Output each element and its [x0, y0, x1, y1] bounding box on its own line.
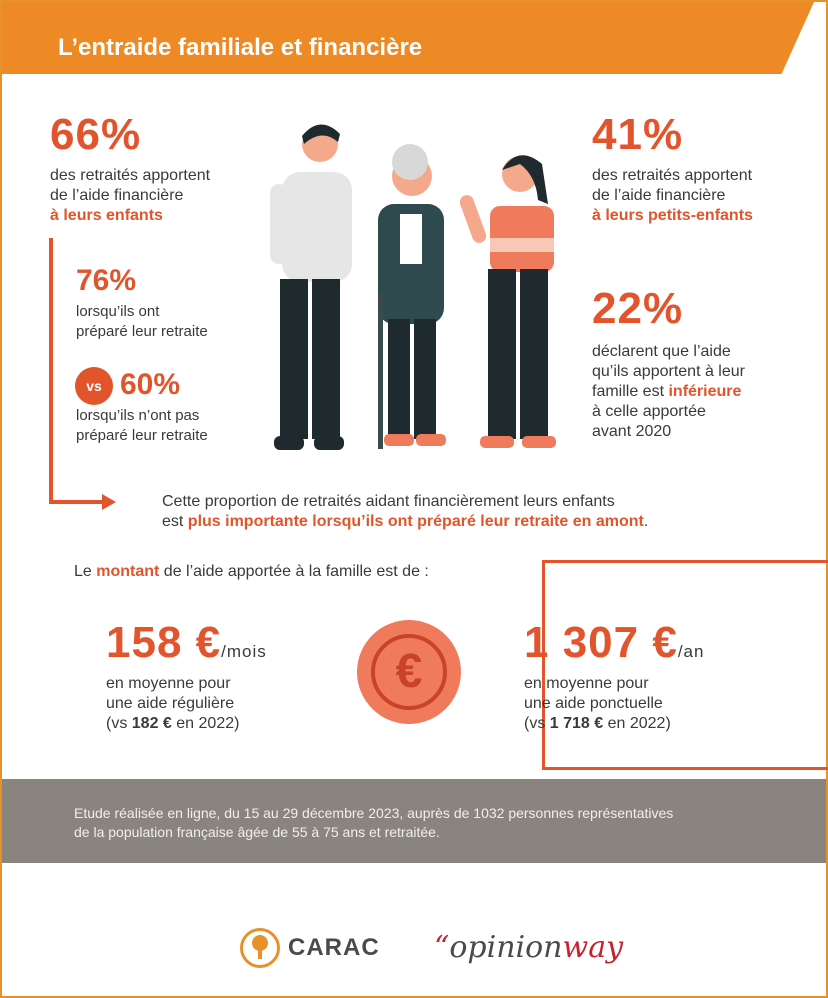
text-part: est	[162, 513, 188, 530]
previous-yearly-value: 1 718 €	[549, 715, 604, 732]
stat-unprepared-text: lorsqu’ils n’ont pas préparé leur retrai…	[76, 406, 208, 446]
tree-icon	[252, 935, 268, 959]
header-banner	[2, 2, 814, 74]
stat-prepared-text: lorsqu’ils ont préparé leur retraite	[76, 302, 208, 342]
text-line: en moyenne pour	[524, 675, 649, 692]
text-part: de l’aide apportée à la famille est de :	[159, 563, 429, 580]
yearly-value: 1 307 €	[524, 618, 678, 667]
amount-intro: Le montant de l’aide apportée à la famil…	[74, 562, 429, 582]
page-title: L’entraide familiale et financière	[58, 34, 423, 61]
text-part: (vs	[106, 715, 132, 732]
family-illustration	[270, 124, 556, 450]
arrow-right-icon	[102, 494, 116, 510]
text-part: .	[643, 513, 649, 530]
text-line: une aide ponctuelle	[524, 695, 663, 712]
stat-grandchildren-text: des retraités apportent de l’aide financ…	[592, 166, 753, 226]
highlight-grandchildren: à leurs petits-enfants	[592, 207, 753, 224]
amount-frame-curve	[542, 560, 828, 770]
text-line: Etude réalisée en ligne, du 15 au 29 déc…	[74, 805, 674, 821]
yearly-unit: /an	[677, 642, 705, 661]
opinionway-opinion: opinion	[449, 930, 563, 965]
arrow-line	[49, 500, 105, 504]
opinionway-quote: “	[434, 930, 450, 965]
text-line: Cette proportion de retraités aidant fin…	[162, 493, 615, 510]
text-part: Le	[74, 563, 97, 580]
stat-less-text: déclarent que l’aide qu’ils apportent à …	[592, 342, 745, 442]
monthly-text: en moyenne pour une aide régulière (vs 1…	[106, 674, 239, 734]
stat-less-percent: 22%	[592, 284, 684, 333]
bracket-line	[49, 238, 53, 504]
carac-logo: CARAC	[240, 928, 380, 968]
euro-symbol: €	[371, 634, 447, 710]
opinionway-way: way	[562, 930, 624, 965]
vs-badge: vs	[75, 367, 113, 405]
yearly-text: en moyenne pour une aide ponctuelle (vs …	[524, 674, 671, 734]
previous-monthly-value: 182 €	[131, 715, 172, 732]
highlight-prepared: plus importante lorsqu’ils ont préparé l…	[187, 513, 644, 530]
text-line: lorsqu’ils ont	[76, 303, 160, 320]
stat-grandchildren-percent: 41%	[592, 110, 684, 159]
stat-unprepared-percent: 60%	[120, 368, 181, 401]
monthly-amount: 158 €/mois	[106, 618, 267, 668]
text-line: est plus importante lorsqu’ils ont prépa…	[162, 512, 762, 532]
text-line: (vs 1 718 € en 2022)	[524, 714, 671, 734]
text-part: famille est	[592, 383, 669, 400]
text-part: en 2022)	[171, 715, 240, 732]
carac-wordmark: CARAC	[288, 934, 380, 961]
methodology-band	[2, 779, 826, 863]
text-line: (vs 182 € en 2022)	[106, 714, 239, 734]
text-line: préparé leur retraite	[76, 323, 208, 340]
yearly-amount: 1 307 €/an	[524, 618, 704, 668]
carac-tree-logo	[240, 928, 280, 968]
opinionway-logo: “opinionway	[434, 930, 623, 965]
highlight-children: à leurs enfants	[50, 207, 163, 224]
text-line: des retraités apportent	[592, 167, 753, 184]
text-line: de l’aide financière	[50, 187, 184, 204]
text-line: des retraités apportent	[50, 167, 211, 184]
text-line: préparé leur retraite	[76, 427, 208, 444]
highlight-amount: montant	[96, 563, 160, 580]
text-line: de la population française âgée de 55 à …	[74, 824, 440, 840]
highlight-inferior: inférieure	[668, 383, 742, 400]
text-line: déclarent que l’aide	[592, 343, 731, 360]
text-line: en moyenne pour	[106, 675, 231, 692]
conclusion-text: Cette proportion de retraités aidant fin…	[162, 492, 762, 532]
methodology-text: Etude réalisée en ligne, du 15 au 29 déc…	[74, 804, 794, 842]
text-part: en 2022)	[603, 715, 671, 732]
text-line: qu’ils apportent à leur	[592, 363, 745, 380]
text-line: avant 2020	[592, 423, 672, 440]
text-line: une aide régulière	[106, 695, 235, 712]
text-line: famille est inférieure	[592, 382, 745, 402]
stat-children-percent: 66%	[50, 110, 142, 159]
stat-children-text: des retraités apportent de l’aide financ…	[50, 166, 210, 226]
monthly-unit: /mois	[221, 642, 267, 661]
text-part: (vs	[524, 715, 550, 732]
text-line: lorsqu’ils n’ont pas	[76, 407, 200, 424]
text-line: à celle apportée	[592, 403, 706, 420]
euro-coin-icon: €	[357, 620, 461, 724]
text-line: de l’aide financière	[592, 187, 726, 204]
monthly-value: 158 €	[106, 618, 222, 667]
stat-prepared-percent: 76%	[76, 264, 137, 297]
